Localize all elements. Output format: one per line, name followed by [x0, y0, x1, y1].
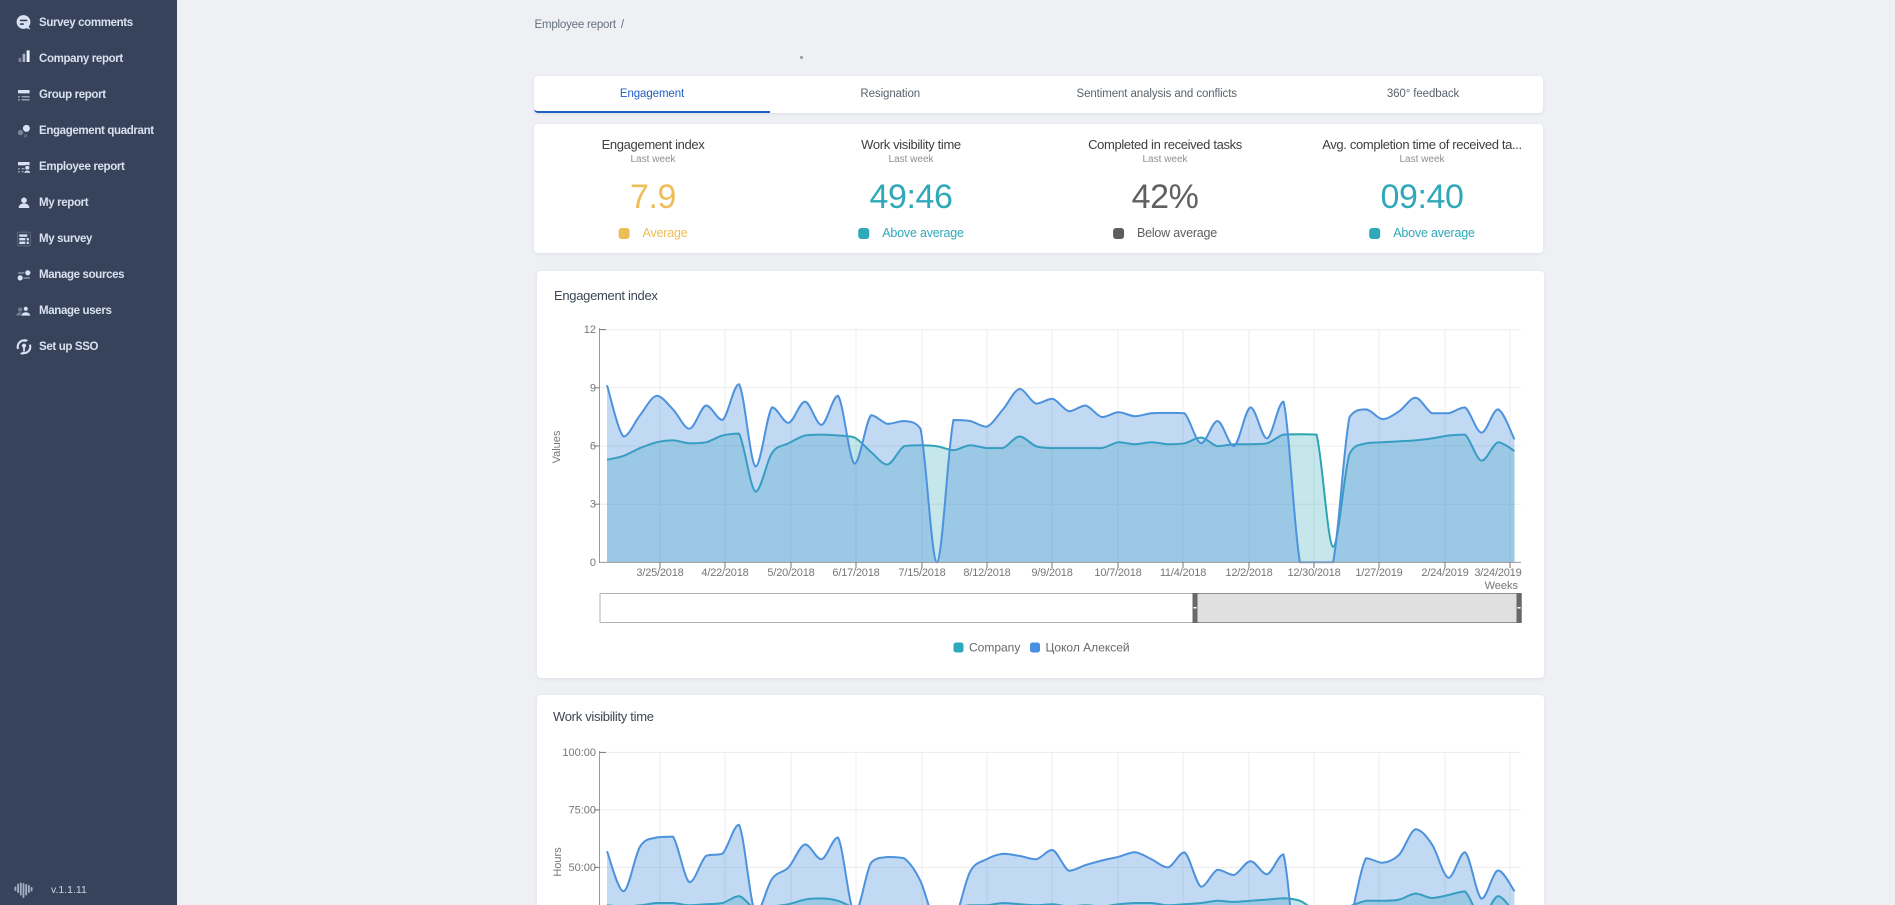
- svg-text:Цокол Алексей: Цокол Алексей: [1046, 641, 1130, 655]
- svg-text:7/15/2018: 7/15/2018: [898, 567, 945, 579]
- svg-text:8/12/2018: 8/12/2018: [963, 567, 1010, 579]
- svg-text:9/9/2018: 9/9/2018: [1031, 567, 1072, 579]
- svg-text:11/4/2018: 11/4/2018: [1160, 567, 1206, 579]
- svg-text:9: 9: [590, 382, 596, 394]
- svg-text:4/22/2018: 4/22/2018: [701, 567, 748, 579]
- svg-text:12: 12: [584, 324, 596, 336]
- svg-text:Company: Company: [969, 641, 1020, 655]
- svg-text:Values: Values: [551, 430, 563, 463]
- svg-text:12/30/2018: 12/30/2018: [1287, 567, 1340, 579]
- svg-text:3/24/2019: 3/24/2019: [1474, 567, 1521, 579]
- svg-text:6/17/2018: 6/17/2018: [832, 567, 879, 579]
- svg-text:100:00: 100:00: [562, 747, 596, 759]
- svg-text:3/25/2018: 3/25/2018: [636, 567, 683, 579]
- svg-text:50:00: 50:00: [568, 862, 596, 874]
- svg-text:Weeks: Weeks: [1485, 580, 1519, 592]
- svg-text:5/20/2018: 5/20/2018: [767, 567, 814, 579]
- svg-text:0: 0: [590, 557, 596, 569]
- svg-text:2/24/2019: 2/24/2019: [1421, 567, 1468, 579]
- svg-text:75:00: 75:00: [568, 804, 596, 816]
- svg-text:6: 6: [590, 441, 596, 453]
- svg-text:12/2/2018: 12/2/2018: [1225, 567, 1272, 579]
- svg-text:3: 3: [590, 499, 596, 511]
- svg-text:Hours: Hours: [552, 847, 564, 877]
- svg-text:10/7/2018: 10/7/2018: [1094, 567, 1141, 579]
- svg-text:1/27/2019: 1/27/2019: [1355, 567, 1402, 579]
